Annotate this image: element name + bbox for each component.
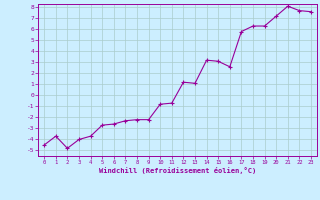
X-axis label: Windchill (Refroidissement éolien,°C): Windchill (Refroidissement éolien,°C) — [99, 167, 256, 174]
